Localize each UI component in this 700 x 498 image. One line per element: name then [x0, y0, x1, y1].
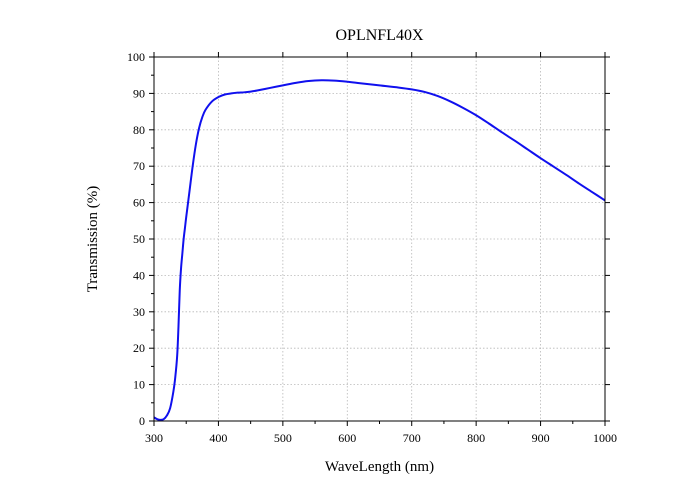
- y-tick-label: 80: [133, 123, 145, 137]
- grid: [154, 57, 605, 421]
- plot-frame: [153, 56, 606, 422]
- y-tick-label: 20: [133, 341, 145, 355]
- y-tick-label: 40: [133, 268, 145, 282]
- x-tick-label: 1000: [593, 431, 617, 445]
- y-axis-label: Transmission (%): [85, 186, 101, 293]
- x-tick-label: 700: [403, 431, 421, 445]
- y-tick-label: 0: [139, 414, 145, 428]
- x-tick-label: 800: [467, 431, 485, 445]
- x-tick-label: 900: [532, 431, 550, 445]
- transmission-series-line: [153, 79, 606, 421]
- x-tick-label: 400: [209, 431, 227, 445]
- x-tick-label: 300: [145, 431, 163, 445]
- y-tick-label: 10: [133, 378, 145, 392]
- axis-ticks: 300 400 500 600 700 800 900 1000 0 10 20 30 40 50 60 70…: [127, 50, 617, 445]
- y-tick-label: 70: [133, 159, 145, 173]
- y-tick-label: 30: [133, 305, 145, 319]
- y-tick-label: 50: [133, 232, 145, 246]
- chart-title: OPLNFL40X: [335, 27, 423, 44]
- x-tick-label: 600: [338, 431, 356, 445]
- x-axis-label: WaveLength (nm): [325, 459, 434, 475]
- series-layer: [153, 79, 606, 421]
- y-tick-label: 90: [133, 86, 145, 100]
- y-tick-label: 100: [127, 50, 145, 64]
- y-tick-label: 60: [133, 196, 145, 210]
- x-tick-label: 500: [274, 431, 292, 445]
